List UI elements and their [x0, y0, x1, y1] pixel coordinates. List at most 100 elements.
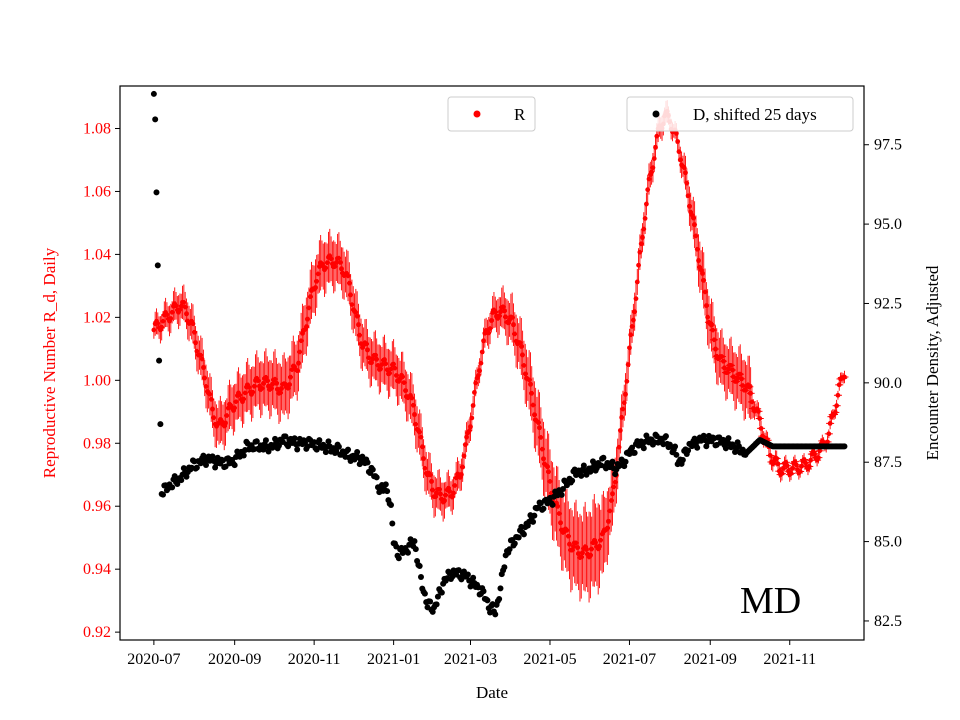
d-point	[722, 445, 729, 452]
d-point	[313, 446, 320, 453]
d-point	[384, 488, 391, 495]
d-point	[333, 448, 340, 455]
y-right-tick-label: 82.5	[874, 613, 902, 630]
d-point	[262, 437, 269, 444]
d-point	[672, 443, 679, 450]
r-point	[633, 296, 639, 302]
d-point	[389, 520, 396, 527]
legend-r-marker	[473, 110, 481, 118]
d-point	[558, 491, 565, 498]
x-tick-label: 2021-07	[603, 651, 656, 668]
x-axis-label: Date	[476, 683, 508, 702]
r-point	[835, 392, 841, 398]
x-tick-label: 2021-09	[684, 651, 737, 668]
y-axis-right: 82.5 85.0 87.5 90.0 92.5 95.0 97.5	[864, 137, 902, 630]
d-point	[200, 452, 207, 459]
x-tick-label: 2021-11	[763, 651, 816, 668]
y-right-tick-label: 85.0	[874, 534, 902, 551]
legend-r-box	[447, 96, 536, 132]
x-tick-label: 2020-09	[208, 651, 261, 668]
series-r	[151, 100, 849, 603]
d-point	[560, 485, 567, 492]
r-point	[826, 431, 832, 437]
r-point	[825, 439, 830, 445]
d-point	[464, 571, 471, 578]
r-point	[842, 374, 847, 380]
d-point	[662, 433, 669, 440]
d-point	[417, 573, 424, 580]
y-left-tick-label: 0.94	[83, 561, 111, 578]
d-point	[609, 458, 616, 465]
y-left-tick-label: 1.06	[83, 183, 111, 200]
d-point	[725, 435, 732, 442]
y-axis-left: 0.92 0.94 0.96 0.98 1.00 1.02 1.04 1.06 1.08	[83, 120, 120, 641]
d-point	[427, 598, 434, 605]
d-point	[240, 452, 247, 459]
d-point	[282, 433, 289, 440]
y-left-tick-label: 1.04	[83, 246, 111, 263]
legend-r: R	[447, 96, 536, 132]
d-point	[429, 608, 436, 615]
d-point	[253, 438, 260, 445]
d-point	[492, 611, 499, 618]
d-point	[470, 574, 477, 581]
y-right-tick-label: 97.5	[874, 137, 902, 154]
x-tick-label: 2021-05	[523, 651, 576, 668]
legend-r-label: R	[514, 105, 526, 124]
d-point	[506, 546, 513, 553]
d-point	[335, 443, 342, 450]
d-point	[629, 444, 636, 451]
d-point	[159, 491, 166, 498]
r-point	[815, 455, 821, 461]
x-axis: 2020-07 2020-09 2020-11 2021-01 2021-03 2021-…	[127, 640, 816, 668]
d-point	[530, 518, 537, 525]
d-point	[434, 593, 441, 600]
plot-frame	[119, 85, 865, 641]
d-point	[735, 443, 742, 450]
d-point	[150, 90, 157, 97]
legend-d-marker	[652, 110, 660, 118]
d-point	[364, 459, 371, 466]
d-point	[600, 454, 607, 461]
y-axis-left-label: Reproductive Number R_d, Daily	[40, 247, 59, 478]
y-right-tick-label: 90.0	[874, 375, 902, 392]
d-point	[433, 601, 440, 608]
d-point	[694, 444, 701, 451]
y-left-tick-label: 0.98	[83, 435, 111, 452]
d-point	[373, 474, 380, 481]
d-point	[153, 189, 160, 196]
d-point	[369, 466, 376, 473]
d-point	[640, 445, 647, 452]
d-point	[540, 505, 547, 512]
d-point	[569, 477, 576, 484]
d-point	[294, 446, 301, 453]
d-point	[209, 453, 216, 460]
d-point	[531, 512, 538, 519]
d-point	[480, 588, 487, 595]
d-point	[325, 438, 332, 445]
r-point	[806, 464, 812, 469]
d-point	[395, 555, 402, 562]
r-point	[834, 403, 840, 409]
d-point	[291, 435, 298, 442]
d-point	[496, 596, 503, 603]
r-point	[469, 415, 475, 421]
d-point	[520, 531, 527, 538]
y-left-tick-label: 1.00	[83, 372, 111, 389]
d-point	[411, 538, 418, 545]
d-point	[622, 458, 629, 465]
d-point	[154, 262, 161, 269]
r-point	[642, 216, 648, 221]
d-point	[467, 583, 474, 590]
d-point	[174, 480, 181, 487]
d-point	[404, 549, 411, 556]
d-point	[501, 564, 508, 571]
series-d	[150, 90, 848, 618]
r-point	[651, 156, 657, 161]
d-point	[511, 540, 518, 547]
d-point	[388, 501, 395, 508]
d-point	[580, 462, 587, 469]
d-point	[169, 484, 176, 491]
legend-d-box	[626, 96, 854, 132]
